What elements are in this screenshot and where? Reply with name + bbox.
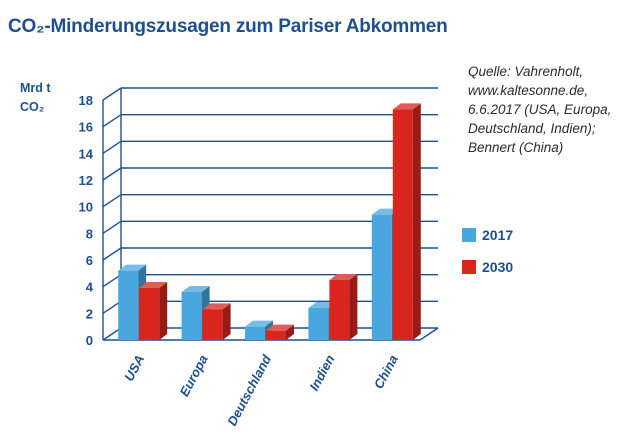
category-label: Indien: [306, 352, 337, 393]
bar-2017-USA: [118, 270, 139, 340]
grid-side-18: [102, 87, 122, 101]
grid-side-12: [102, 167, 122, 181]
grid-side-16: [102, 114, 122, 128]
legend-swatch-2017: [462, 228, 476, 242]
bar-2030-Deutschland: [266, 330, 286, 340]
grid-side-6: [102, 247, 122, 261]
bar-2017-Europa: [181, 292, 202, 340]
bar-top-2017-USA: [118, 264, 147, 271]
bar-2017-Indien: [308, 308, 329, 340]
y-tick-label: 4: [86, 280, 94, 295]
grid-side-2: [102, 300, 122, 314]
category-label: China: [371, 352, 401, 391]
category-label: USA: [121, 352, 147, 383]
bar-2030-China: [392, 109, 413, 340]
y-tick-label: 6: [86, 253, 93, 268]
y-tick-label: 14: [79, 146, 94, 161]
bar-2030-USA: [139, 288, 160, 340]
grid-side-14: [102, 140, 122, 154]
grid-side-8: [102, 220, 122, 234]
floor-right-edge: [419, 327, 439, 341]
chart-title: CO₂-Minderungszusagen zum Pariser Abkomm…: [8, 16, 448, 37]
y-tick-label: 2: [86, 306, 93, 321]
legend-label-2017: 2017: [482, 227, 513, 243]
grid-side-4: [102, 274, 122, 288]
bar-top-2030-USA: [139, 282, 168, 288]
bar-top-2030-China: [392, 103, 421, 110]
bar-top-2017-Deutschland: [245, 320, 273, 327]
bar-2017-China: [371, 214, 392, 340]
bar-side-2030-China: [412, 103, 421, 340]
bar-side-2030-Europa: [222, 303, 231, 340]
legend-swatch-2030: [462, 260, 476, 274]
y-axis-label: CO₂: [20, 100, 44, 114]
grid-side-0: [102, 327, 122, 341]
y-tick-label: 0: [86, 333, 93, 348]
category-label: Deutschland: [224, 351, 274, 428]
y-axis-label: Mrd t: [20, 81, 51, 95]
y-tick-label: 10: [79, 200, 93, 215]
y-tick-label: 16: [79, 120, 93, 135]
bar-top-2030-Deutschland: [266, 324, 294, 331]
bar-side-2030-USA: [159, 282, 168, 340]
legend-label-2030: 2030: [482, 259, 513, 275]
grid-side-10: [102, 194, 122, 208]
bar-top-2017-Europa: [181, 286, 210, 292]
bar-side-2030-Deutschland: [286, 324, 294, 340]
bar-2017-Deutschland: [245, 326, 265, 340]
y-tick-label: 12: [79, 173, 93, 188]
bar-2030-Indien: [329, 280, 350, 340]
bar-2030-Europa: [202, 309, 223, 340]
y-tick-label: 18: [79, 93, 93, 108]
bar-top-2030-Indien: [329, 274, 358, 280]
bar-side-2030-Indien: [349, 274, 358, 340]
source-note: Quelle: Vahrenholt, www.kaltesonne.de, 6…: [468, 64, 612, 155]
y-tick-label: 8: [86, 226, 93, 241]
bar-top-2030-Europa: [202, 303, 231, 310]
category-label: Europa: [176, 352, 210, 399]
